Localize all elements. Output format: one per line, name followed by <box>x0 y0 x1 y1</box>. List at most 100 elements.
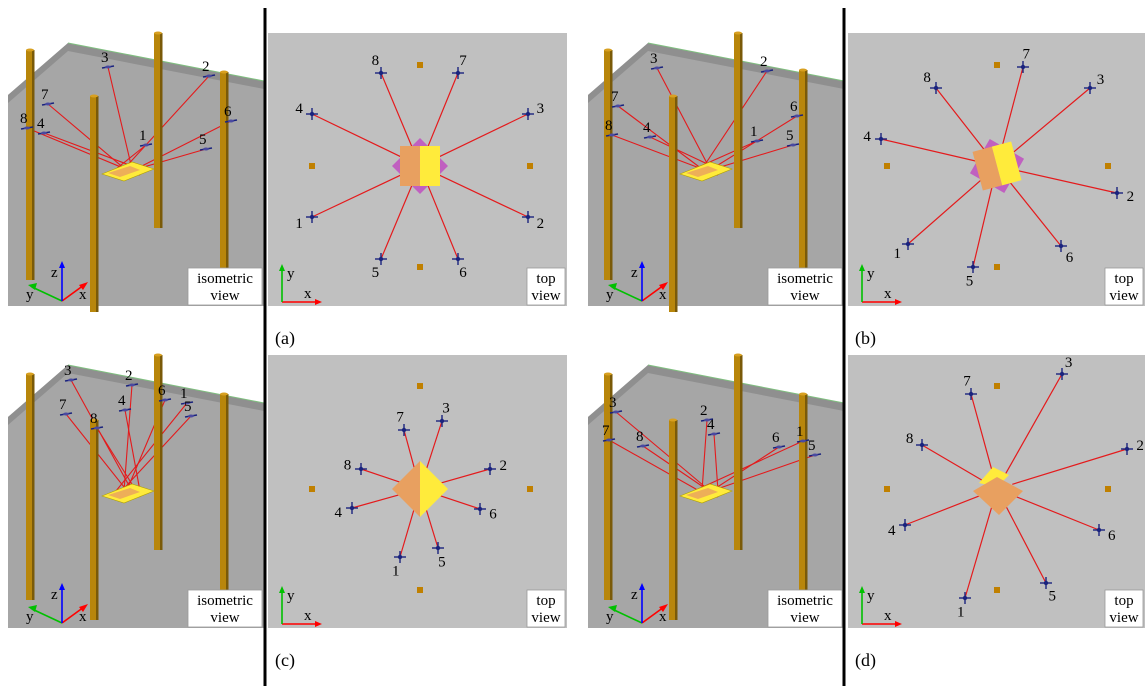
top-point-label-d-4: 4 <box>888 523 896 539</box>
top-cable-d-5 <box>1003 502 1047 584</box>
top-cable-c-4 <box>351 492 405 509</box>
iso-marker-c-1 <box>180 401 194 405</box>
pole-c-1 <box>26 372 35 600</box>
iso-axes-c-y-label: y <box>26 609 34 625</box>
anchor-a-3 <box>527 163 533 169</box>
top-cable-d-3 <box>1004 373 1063 476</box>
iso-cable-c-7 <box>65 413 133 498</box>
top-point-label-b-6: 6 <box>1066 250 1074 266</box>
top-point-label-c-1: 1 <box>392 563 400 579</box>
anchor-c-3 <box>527 486 533 492</box>
iso-point-label-b-3: 3 <box>650 51 658 67</box>
iso-marker-c-8 <box>90 426 104 430</box>
iso-point-label-c-7: 7 <box>59 397 67 413</box>
iso-cable-b-3 <box>656 67 711 170</box>
top-axes-a-x-label: x <box>304 286 312 302</box>
top-cable-c-3 <box>424 420 443 474</box>
top-marker-a-5 <box>375 253 387 265</box>
top-marker-d-2 <box>1121 443 1133 455</box>
iso-axes-b-x-label: x <box>659 287 667 303</box>
iso-marker-c-3 <box>64 378 78 382</box>
top-cable-d-8 <box>921 444 984 482</box>
iso-point-label-d-5: 5 <box>808 438 816 454</box>
iso-platform-b <box>679 161 733 182</box>
pole-b-2 <box>669 94 678 312</box>
top-point-label-c-7: 7 <box>396 409 404 425</box>
caption-d: (d) <box>855 650 876 671</box>
iso-point-label-c-3: 3 <box>64 363 72 379</box>
anchor-d-2 <box>884 486 890 492</box>
top-axes-d: xy <box>859 586 902 627</box>
top-point-label-b-4: 4 <box>863 129 871 145</box>
iso-marker-b-6 <box>790 114 804 118</box>
top-point-label-b-8: 8 <box>923 70 931 86</box>
top-cable-c-6 <box>434 493 481 510</box>
iso-view-label-a-line2: view <box>210 288 239 304</box>
iso-marker-a-5 <box>199 147 213 151</box>
top-cable-b-3 <box>1008 87 1091 157</box>
pole-d-3 <box>734 353 743 550</box>
iso-cable-c-4 <box>124 409 141 492</box>
top-point-label-a-8: 8 <box>372 53 380 69</box>
top-cable-c-5 <box>424 504 439 549</box>
top-point-label-c-5: 5 <box>438 554 446 570</box>
iso-marker-a-4 <box>37 131 51 135</box>
iso-marker-b-1 <box>750 139 764 143</box>
iso-axes-b-z-label: z <box>631 265 638 281</box>
top-marker-a-6 <box>452 253 464 265</box>
iso-point-label-b-2: 2 <box>760 54 768 70</box>
iso-axes-d-y-label: y <box>606 609 614 625</box>
top-marker-c-4 <box>346 502 358 514</box>
top-point-label-b-5: 5 <box>966 274 974 290</box>
iso-marker-d-1 <box>796 439 810 443</box>
pole-b-3 <box>734 31 743 228</box>
top-cable-a-6 <box>425 180 459 260</box>
top-axes-a: xy <box>279 264 322 305</box>
top-marker-d-3 <box>1056 368 1068 380</box>
top-cable-d-6 <box>1011 494 1100 531</box>
iso-marker-b-3 <box>650 66 664 70</box>
top-point-label-a-1: 1 <box>295 216 303 232</box>
top-cable-d-4 <box>904 494 983 526</box>
top-point-label-b-3: 3 <box>1097 72 1105 88</box>
top-marker-a-4 <box>306 108 318 120</box>
iso-point-label-a-6: 6 <box>224 104 232 120</box>
top-view-label-a-line1: top <box>536 271 555 287</box>
iso-marker-c-4 <box>118 408 132 412</box>
iso-axes-c: z y x <box>26 583 88 625</box>
top-marker-c-8 <box>355 463 367 475</box>
iso-view-label-b-line1: isometric <box>777 271 833 287</box>
top-cable-b-4 <box>880 138 982 163</box>
top-cable-a-3 <box>434 113 529 160</box>
top-point-label-c-8: 8 <box>344 458 352 474</box>
top-marker-d-8 <box>916 439 928 451</box>
top-point-label-d-2: 2 <box>1136 438 1144 454</box>
iso-marker-d-2 <box>700 418 714 422</box>
iso-point-label-c-5: 5 <box>184 399 192 415</box>
iso-axes-a-x-label: x <box>79 287 87 303</box>
iso-point-label-d-2: 2 <box>700 403 708 419</box>
top-point-label-b-2: 2 <box>1127 189 1135 205</box>
iso-cable-c-1 <box>115 402 188 492</box>
top-axes-a-y-label: y <box>287 266 295 282</box>
iso-marker-b-7 <box>611 104 625 108</box>
top-marker-b-6 <box>1055 240 1067 252</box>
top-marker-d-4 <box>899 519 911 531</box>
iso-point-label-d-7: 7 <box>602 423 610 439</box>
iso-marker-d-3 <box>609 410 623 414</box>
iso-axes-a: z y x <box>26 261 88 303</box>
iso-point-label-a-3: 3 <box>101 50 109 66</box>
top-cable-a-4 <box>311 113 406 160</box>
top-cable-a-8 <box>380 72 415 152</box>
iso-marker-d-5 <box>808 453 822 457</box>
top-cable-b-6 <box>1006 178 1062 247</box>
iso-marker-c-7 <box>59 412 73 416</box>
anchor-d-1 <box>994 383 1000 389</box>
